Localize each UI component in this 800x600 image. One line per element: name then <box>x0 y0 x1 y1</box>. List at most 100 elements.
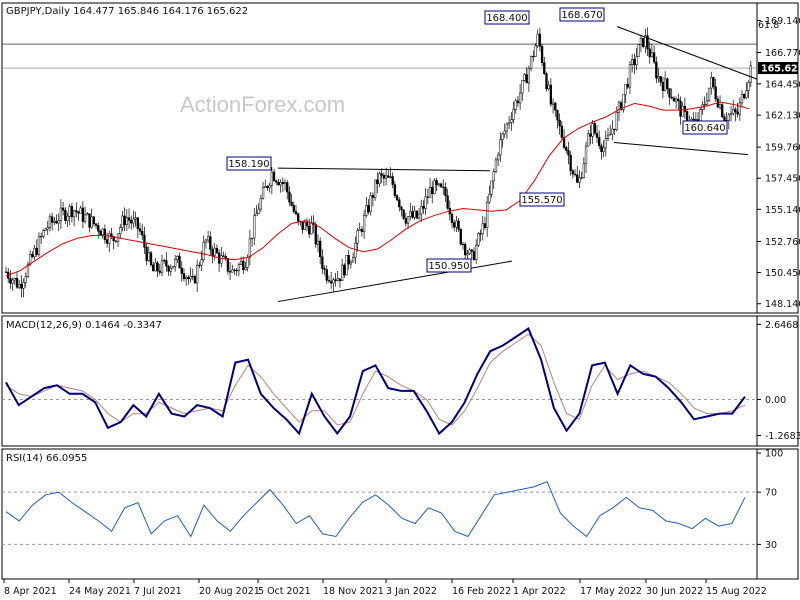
price-ytick-label: 157.450 <box>765 174 800 185</box>
candle-body <box>178 256 181 269</box>
candle-body <box>138 228 142 232</box>
candle-body <box>57 220 60 224</box>
candle-body <box>294 211 298 214</box>
candle-body <box>446 195 449 209</box>
candle-body <box>26 263 30 277</box>
candle-body <box>15 278 19 288</box>
candle-body <box>301 221 304 230</box>
candle-body <box>75 210 78 213</box>
candle-body <box>727 114 730 121</box>
x-tick-label: 3 Jan 2022 <box>386 586 437 597</box>
candle-body <box>134 217 137 220</box>
candle-body <box>42 230 45 237</box>
candle-body <box>657 76 660 79</box>
candle-body <box>641 38 645 47</box>
candle-body <box>659 76 662 83</box>
candle-body <box>663 78 667 91</box>
candle-body <box>18 284 21 288</box>
candle-body <box>613 128 616 130</box>
candle-body <box>246 256 249 268</box>
candle-body <box>556 109 559 121</box>
candle-body <box>242 260 245 271</box>
candle-body <box>83 214 87 222</box>
candle-body <box>44 228 47 231</box>
candle-body <box>224 256 227 259</box>
candle-body <box>187 277 190 280</box>
rsi-ytick-label: 70 <box>765 488 777 499</box>
candle-body <box>264 186 267 188</box>
candle-body <box>598 137 601 147</box>
rsi-title: RSI(14) 66.0955 <box>6 453 87 464</box>
candle-body <box>101 228 104 235</box>
candle-body <box>202 241 205 260</box>
candle-body <box>209 236 212 250</box>
candle-body <box>382 174 386 179</box>
candle-body <box>345 255 348 276</box>
candle-body <box>88 213 91 228</box>
candle-body <box>356 230 359 244</box>
candle-body <box>521 80 524 94</box>
candle-body <box>714 86 717 100</box>
candle-body <box>411 211 414 218</box>
candle-body <box>648 48 651 58</box>
candle-body <box>327 280 331 282</box>
candle-body <box>222 255 225 257</box>
candle-body <box>431 187 434 195</box>
candle-body <box>165 260 168 267</box>
candle-body <box>378 173 381 185</box>
candle-body <box>404 218 408 224</box>
candle-body <box>332 279 335 284</box>
candle-body <box>68 206 71 217</box>
candle-body <box>261 187 265 199</box>
candle-body <box>721 104 724 118</box>
candle-body <box>226 258 230 272</box>
candle-body <box>534 45 537 57</box>
candle-body <box>338 278 342 281</box>
candle-body <box>483 223 487 228</box>
candle-body <box>266 186 269 189</box>
candle-body <box>233 269 236 271</box>
trendline-top <box>277 167 491 172</box>
candle-body <box>272 171 276 182</box>
candle-body <box>277 181 280 186</box>
candle-body <box>92 216 96 225</box>
candle-body <box>160 260 164 273</box>
candle-body <box>558 119 561 127</box>
candle-body <box>450 213 454 223</box>
candle-body <box>602 147 605 152</box>
candle-body <box>718 104 722 108</box>
candle-body <box>215 247 219 254</box>
candle-body <box>565 147 568 151</box>
candle-body <box>121 215 124 228</box>
candle-body <box>248 238 252 258</box>
candle-body <box>297 213 300 222</box>
candle-body <box>591 123 594 137</box>
annotation-box <box>226 156 272 171</box>
candle-body <box>670 96 673 99</box>
candle-body <box>132 218 135 224</box>
candle-body <box>163 260 166 262</box>
candle-body <box>125 217 128 225</box>
candle-body <box>453 222 456 228</box>
candle-body <box>250 237 254 240</box>
candle-body <box>593 123 596 134</box>
x-tick-label: 24 May 2021 <box>69 586 131 597</box>
price-title: GBPJPY,Daily 164.477 165.846 164.176 165… <box>6 6 248 17</box>
candle-body <box>540 46 544 63</box>
candle-body <box>169 267 172 272</box>
price-ytick-label: 159.760 <box>765 143 800 154</box>
candle-body <box>191 276 194 278</box>
candle-body <box>200 259 203 266</box>
candle-body <box>532 56 535 58</box>
candle-body <box>46 227 49 230</box>
candle-body <box>244 267 247 271</box>
candle-body <box>417 213 421 219</box>
candle-body <box>459 229 462 245</box>
candle-body <box>554 102 557 111</box>
candle-body <box>595 132 599 138</box>
candle-body <box>435 180 438 186</box>
candle-body <box>609 133 612 136</box>
moving-average-line <box>5 101 750 277</box>
candle-body <box>606 134 610 140</box>
annotation-label: 168.400 <box>486 13 527 24</box>
